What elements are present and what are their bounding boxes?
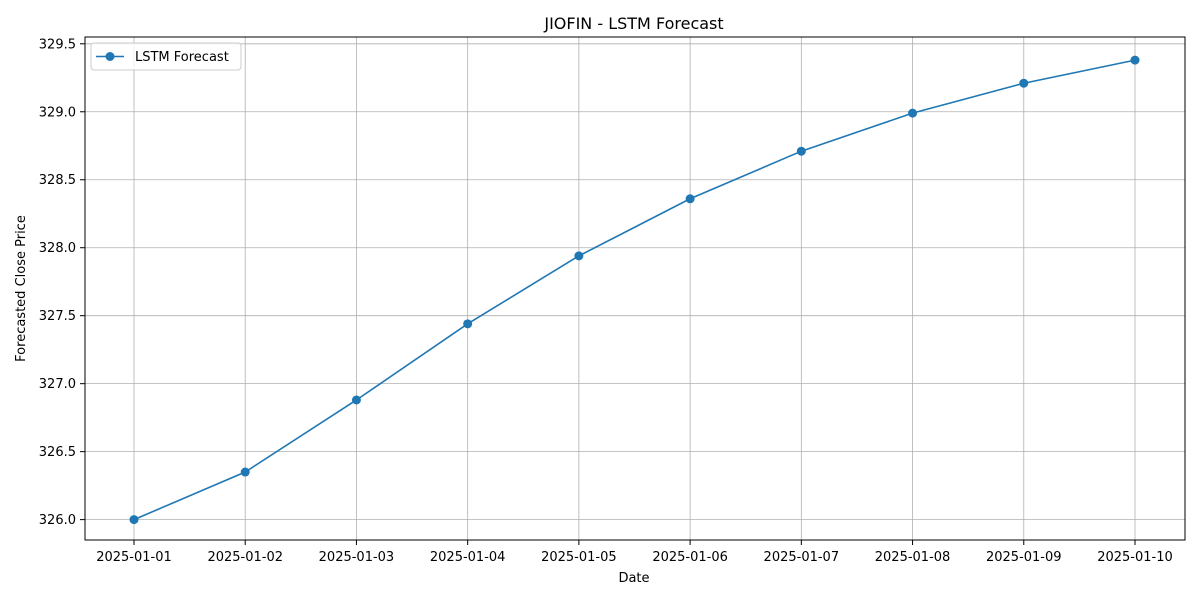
x-tick-label: 2025-01-09 [986, 550, 1062, 565]
y-tick-label: 326.5 [39, 445, 76, 460]
data-point [1019, 78, 1029, 88]
data-point [685, 194, 695, 204]
data-point [129, 515, 139, 525]
y-tick-label: 328.0 [39, 241, 76, 256]
x-tick-label: 2025-01-05 [541, 550, 617, 565]
plot-frame [84, 36, 1186, 541]
data-point [351, 395, 361, 405]
x-tick-label: 2025-01-07 [764, 550, 840, 565]
data-point [796, 146, 806, 156]
data-point [574, 251, 584, 261]
x-tick-label: 2025-01-02 [207, 550, 283, 565]
x-tick-label: 2025-01-06 [652, 550, 728, 565]
legend-box [90, 42, 242, 71]
y-tick-label: 327.0 [39, 377, 76, 392]
legend: LSTM Forecast [90, 42, 242, 71]
grid-layer [85, 37, 1185, 540]
x-tick-label: 2025-01-08 [875, 550, 951, 565]
series-line-lstm-forecast [133, 59, 1136, 521]
series-layer [129, 55, 1140, 525]
y-tick-label: 327.5 [39, 309, 76, 324]
y-axis-label: Forecasted Close Price [14, 215, 29, 362]
x-tick-label: 2025-01-03 [319, 550, 395, 565]
data-point [240, 467, 250, 477]
x-tick-label: 2025-01-10 [1097, 550, 1173, 565]
y-tick-label: 326.0 [39, 513, 76, 528]
x-axis-label: Date [618, 571, 649, 586]
x-tick-label: 2025-01-04 [430, 550, 506, 565]
y-tick-label: 329.0 [39, 105, 76, 120]
data-point [908, 108, 918, 118]
ticks-layer: 2025-01-01 2025-01-02 2025-01-03 2025-01-04… [39, 37, 1173, 565]
chart-title: JIOFIN - LSTM Forecast [543, 14, 723, 33]
x-tick-label: 2025-01-01 [96, 550, 172, 565]
data-point [1130, 55, 1140, 65]
data-point [463, 319, 473, 329]
y-tick-label: 328.5 [39, 173, 76, 188]
y-tick-label: 329.5 [39, 37, 76, 52]
legend-marker-swatch [105, 52, 115, 61]
legend-label-lstm-forecast: LSTM Forecast [135, 50, 229, 65]
